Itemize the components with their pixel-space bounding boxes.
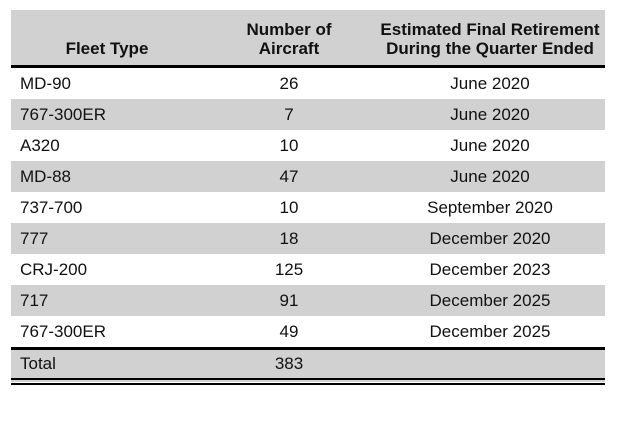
cell-fleet-type: 717 [11,285,203,316]
table-row: 777 18 December 2020 [11,223,605,254]
fleet-retirement-table: Fleet Type Number of Aircraft Estimated … [11,10,605,385]
cell-number-of-aircraft: 7 [203,99,375,130]
table-body: MD-90 26 June 2020 767-300ER 7 June 2020 A320 1… [11,67,605,349]
cell-number-of-aircraft: 125 [274,259,304,279]
total-retirement-cell [375,347,605,385]
header-number-of-aircraft: Number of Aircraft [203,10,375,68]
table-row: MD-90 26 June 2020 [11,67,605,100]
cell-fleet-type: 777 [11,223,203,254]
table-footer: Total 383 [11,347,605,385]
table-row: 767-300ER 7 June 2020 [11,99,605,130]
cell-fleet-type: 767-300ER [20,321,107,341]
cell-retirement-quarter: June 2020 [375,99,605,130]
total-aircraft-count: 383 [203,347,375,385]
header-fleet-type: Fleet Type [11,10,203,68]
fleet-retirement-table-container: Fleet Type Number of Aircraft Estimated … [11,10,605,385]
cell-retirement-quarter: June 2020 [450,73,530,93]
cell-fleet-type: MD-88 [11,161,203,192]
header-estimated-final-retirement: Estimated Final Retirement During the Qu… [375,10,605,68]
cell-fleet-type: CRJ-200 [20,259,88,279]
table-row: 717 91 December 2025 [11,285,605,316]
cell-number-of-aircraft: 26 [279,73,299,93]
cell-retirement-quarter: June 2020 [375,161,605,192]
table-row: CRJ-200 125 December 2023 [11,254,605,285]
cell-retirement-quarter: December 2025 [375,285,605,316]
table-row: A320 10 June 2020 [11,130,605,161]
table-row: 767-300ER 49 December 2025 [11,316,605,349]
cell-retirement-quarter: December 2020 [375,223,605,254]
table-row: MD-88 47 June 2020 [11,161,605,192]
cell-number-of-aircraft: 10 [279,197,299,217]
total-row: Total 383 [11,347,605,385]
header-row: Fleet Type Number of Aircraft Estimated … [11,10,605,68]
cell-number-of-aircraft: 49 [279,321,299,341]
table-header: Fleet Type Number of Aircraft Estimated … [11,10,605,68]
cell-fleet-type: A320 [20,135,60,155]
cell-fleet-type: MD-90 [20,73,72,93]
cell-number-of-aircraft: 18 [203,223,375,254]
table-row: 737-700 10 September 2020 [11,192,605,223]
cell-number-of-aircraft: 91 [203,285,375,316]
cell-retirement-quarter: September 2020 [427,197,553,217]
cell-fleet-type: 767-300ER [11,99,203,130]
cell-retirement-quarter: December 2023 [429,259,551,279]
cell-retirement-quarter: June 2020 [450,135,530,155]
cell-number-of-aircraft: 47 [203,161,375,192]
cell-retirement-quarter: December 2025 [429,321,551,341]
cell-number-of-aircraft: 10 [279,135,299,155]
total-label: Total [11,347,203,385]
cell-fleet-type: 737-700 [20,197,83,217]
